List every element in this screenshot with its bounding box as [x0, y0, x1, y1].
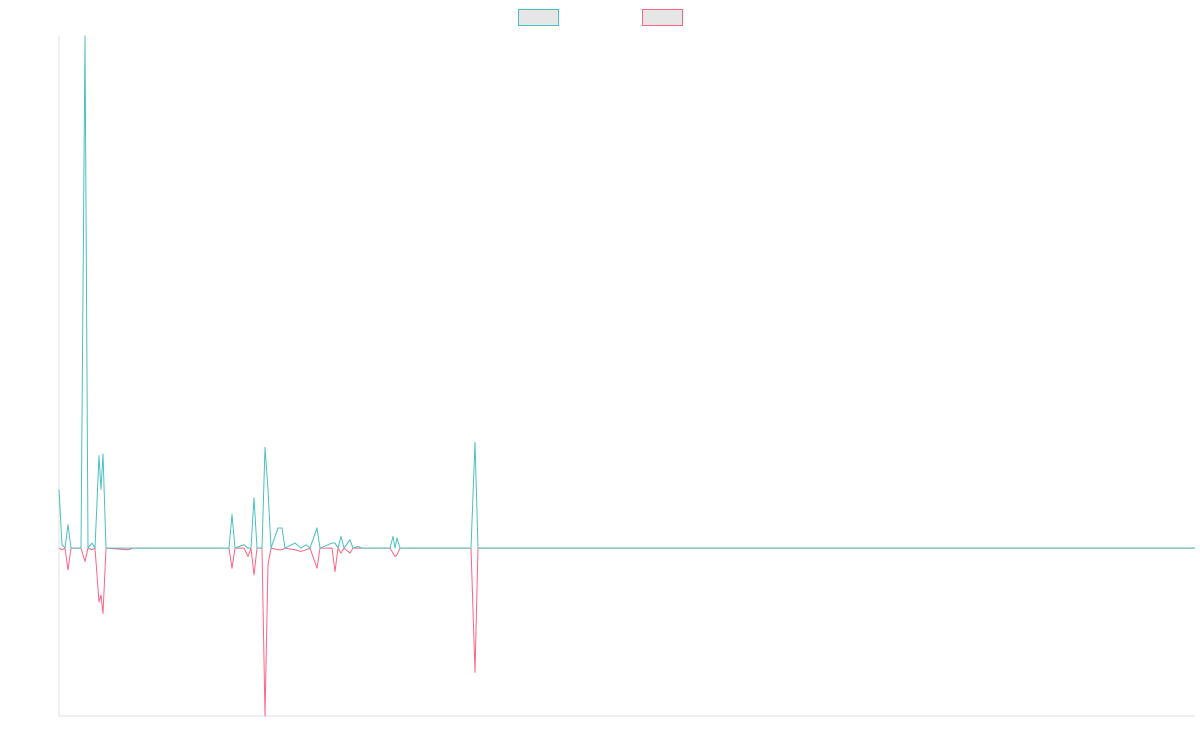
series-line: [58, 547, 1195, 717]
series-line: [58, 35, 1195, 549]
legend-swatch: [642, 9, 683, 26]
legend-swatch: [518, 9, 559, 26]
